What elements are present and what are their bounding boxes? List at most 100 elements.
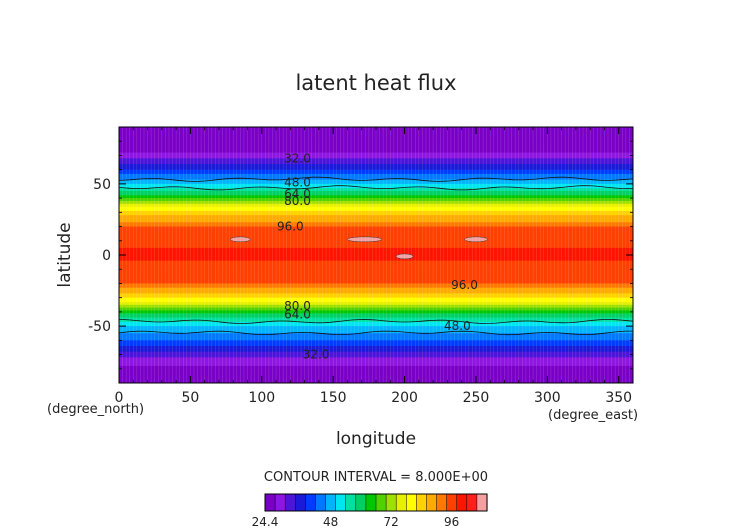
contour-band — [119, 370, 633, 373]
contour-band — [119, 304, 633, 307]
contour-label: 48.0 — [284, 175, 311, 189]
plot-area — [119, 127, 633, 383]
contour-band — [119, 213, 633, 216]
contour-band — [119, 361, 633, 364]
contour-band — [119, 156, 633, 159]
colorbar-cell — [436, 493, 448, 512]
contour-band — [119, 373, 633, 376]
contour-band — [119, 250, 633, 253]
y-axis-label: latitude — [55, 222, 75, 287]
contour-label: 80.0 — [284, 194, 311, 208]
contour-band — [119, 206, 633, 209]
contour-band — [119, 252, 633, 255]
contour-band — [119, 263, 633, 266]
contour-line — [119, 319, 633, 324]
colorbar-tick-label: 96 — [444, 515, 459, 529]
contour-band — [119, 280, 633, 283]
contour-band — [119, 193, 633, 196]
contour-band — [119, 264, 633, 267]
contour-band — [119, 276, 633, 279]
contour-band — [119, 200, 633, 203]
contour-band — [119, 208, 633, 211]
x-tick-label: 0 — [115, 390, 124, 406]
contour-band — [119, 314, 633, 317]
contour-band — [119, 317, 633, 320]
contour-band — [119, 165, 633, 168]
contour-band — [119, 136, 633, 139]
contour-band — [119, 309, 633, 312]
contour-band — [119, 163, 633, 166]
contour-band — [119, 179, 633, 182]
contour-band — [119, 191, 633, 194]
contour-band — [119, 256, 633, 259]
contour-band — [119, 336, 633, 339]
contour-band — [119, 168, 633, 171]
contour-band — [119, 368, 633, 371]
colorbar-cell — [446, 493, 458, 512]
contour-band — [119, 340, 633, 343]
contour-band — [119, 253, 633, 256]
contour-band — [119, 188, 633, 191]
colorbar-frame — [264, 493, 488, 512]
contour-band — [119, 257, 633, 260]
contour-label: 32.0 — [284, 151, 311, 165]
contour-blobs — [230, 236, 488, 260]
contour-band — [119, 378, 633, 381]
contour-band — [119, 360, 633, 363]
contour-band — [119, 219, 633, 222]
contour-band — [119, 290, 633, 293]
contour-lines — [119, 176, 633, 336]
contour-band — [119, 216, 633, 219]
contour-band — [119, 311, 633, 314]
contour-band — [119, 357, 633, 360]
contour-band — [119, 192, 633, 195]
contour-band — [119, 220, 633, 223]
contour-band — [119, 131, 633, 134]
contour-band — [119, 138, 633, 141]
contour-band — [119, 203, 633, 206]
contour-band — [119, 246, 633, 249]
colorbar-cell — [406, 493, 417, 512]
contour-band — [119, 240, 633, 243]
x-tick-label: 350 — [605, 390, 632, 406]
vertical-gridlines — [122, 127, 630, 383]
contour-band — [119, 284, 633, 287]
contour-band — [119, 367, 633, 370]
contour-band — [119, 227, 633, 230]
contour-band — [119, 181, 633, 184]
contour-label: 48.0 — [444, 319, 471, 333]
contour-line — [119, 330, 633, 336]
contour-band — [119, 142, 633, 145]
colorbar-tick-label: 72 — [383, 515, 398, 529]
high-value-patch — [464, 236, 488, 243]
contour-band — [119, 218, 633, 221]
contour-band — [119, 178, 633, 181]
colorbar-cell — [456, 493, 468, 512]
contour-band — [119, 222, 633, 225]
chart-title: latent heat flux — [295, 71, 456, 95]
contour-band — [119, 266, 633, 269]
colorbar-cell — [395, 493, 407, 512]
colorbar-cell — [426, 493, 438, 512]
colorbar-cell — [305, 493, 317, 512]
contour-band — [119, 287, 633, 290]
y-unit-label: (degree_north) — [47, 402, 144, 417]
contour-band — [119, 331, 633, 334]
colorbar-cell — [274, 493, 286, 512]
colorbar-cell — [335, 493, 347, 512]
contour-label: 64.0 — [284, 187, 311, 201]
contour-band — [119, 279, 633, 282]
contour-band — [119, 226, 633, 229]
x-axis-label: longitude — [336, 429, 416, 449]
x-tick-label: 150 — [320, 390, 347, 406]
contour-band — [119, 212, 633, 215]
contour-band — [119, 274, 633, 277]
x-tick-label: 200 — [391, 390, 418, 406]
contour-band — [119, 343, 633, 346]
contour-band — [119, 355, 633, 358]
contour-band — [119, 129, 633, 132]
contour-band — [119, 155, 633, 158]
contour-band — [119, 350, 633, 353]
contour-labels: 32.048.064.080.096.096.080.064.048.032.0 — [277, 151, 478, 361]
high-value-patch — [230, 236, 251, 243]
